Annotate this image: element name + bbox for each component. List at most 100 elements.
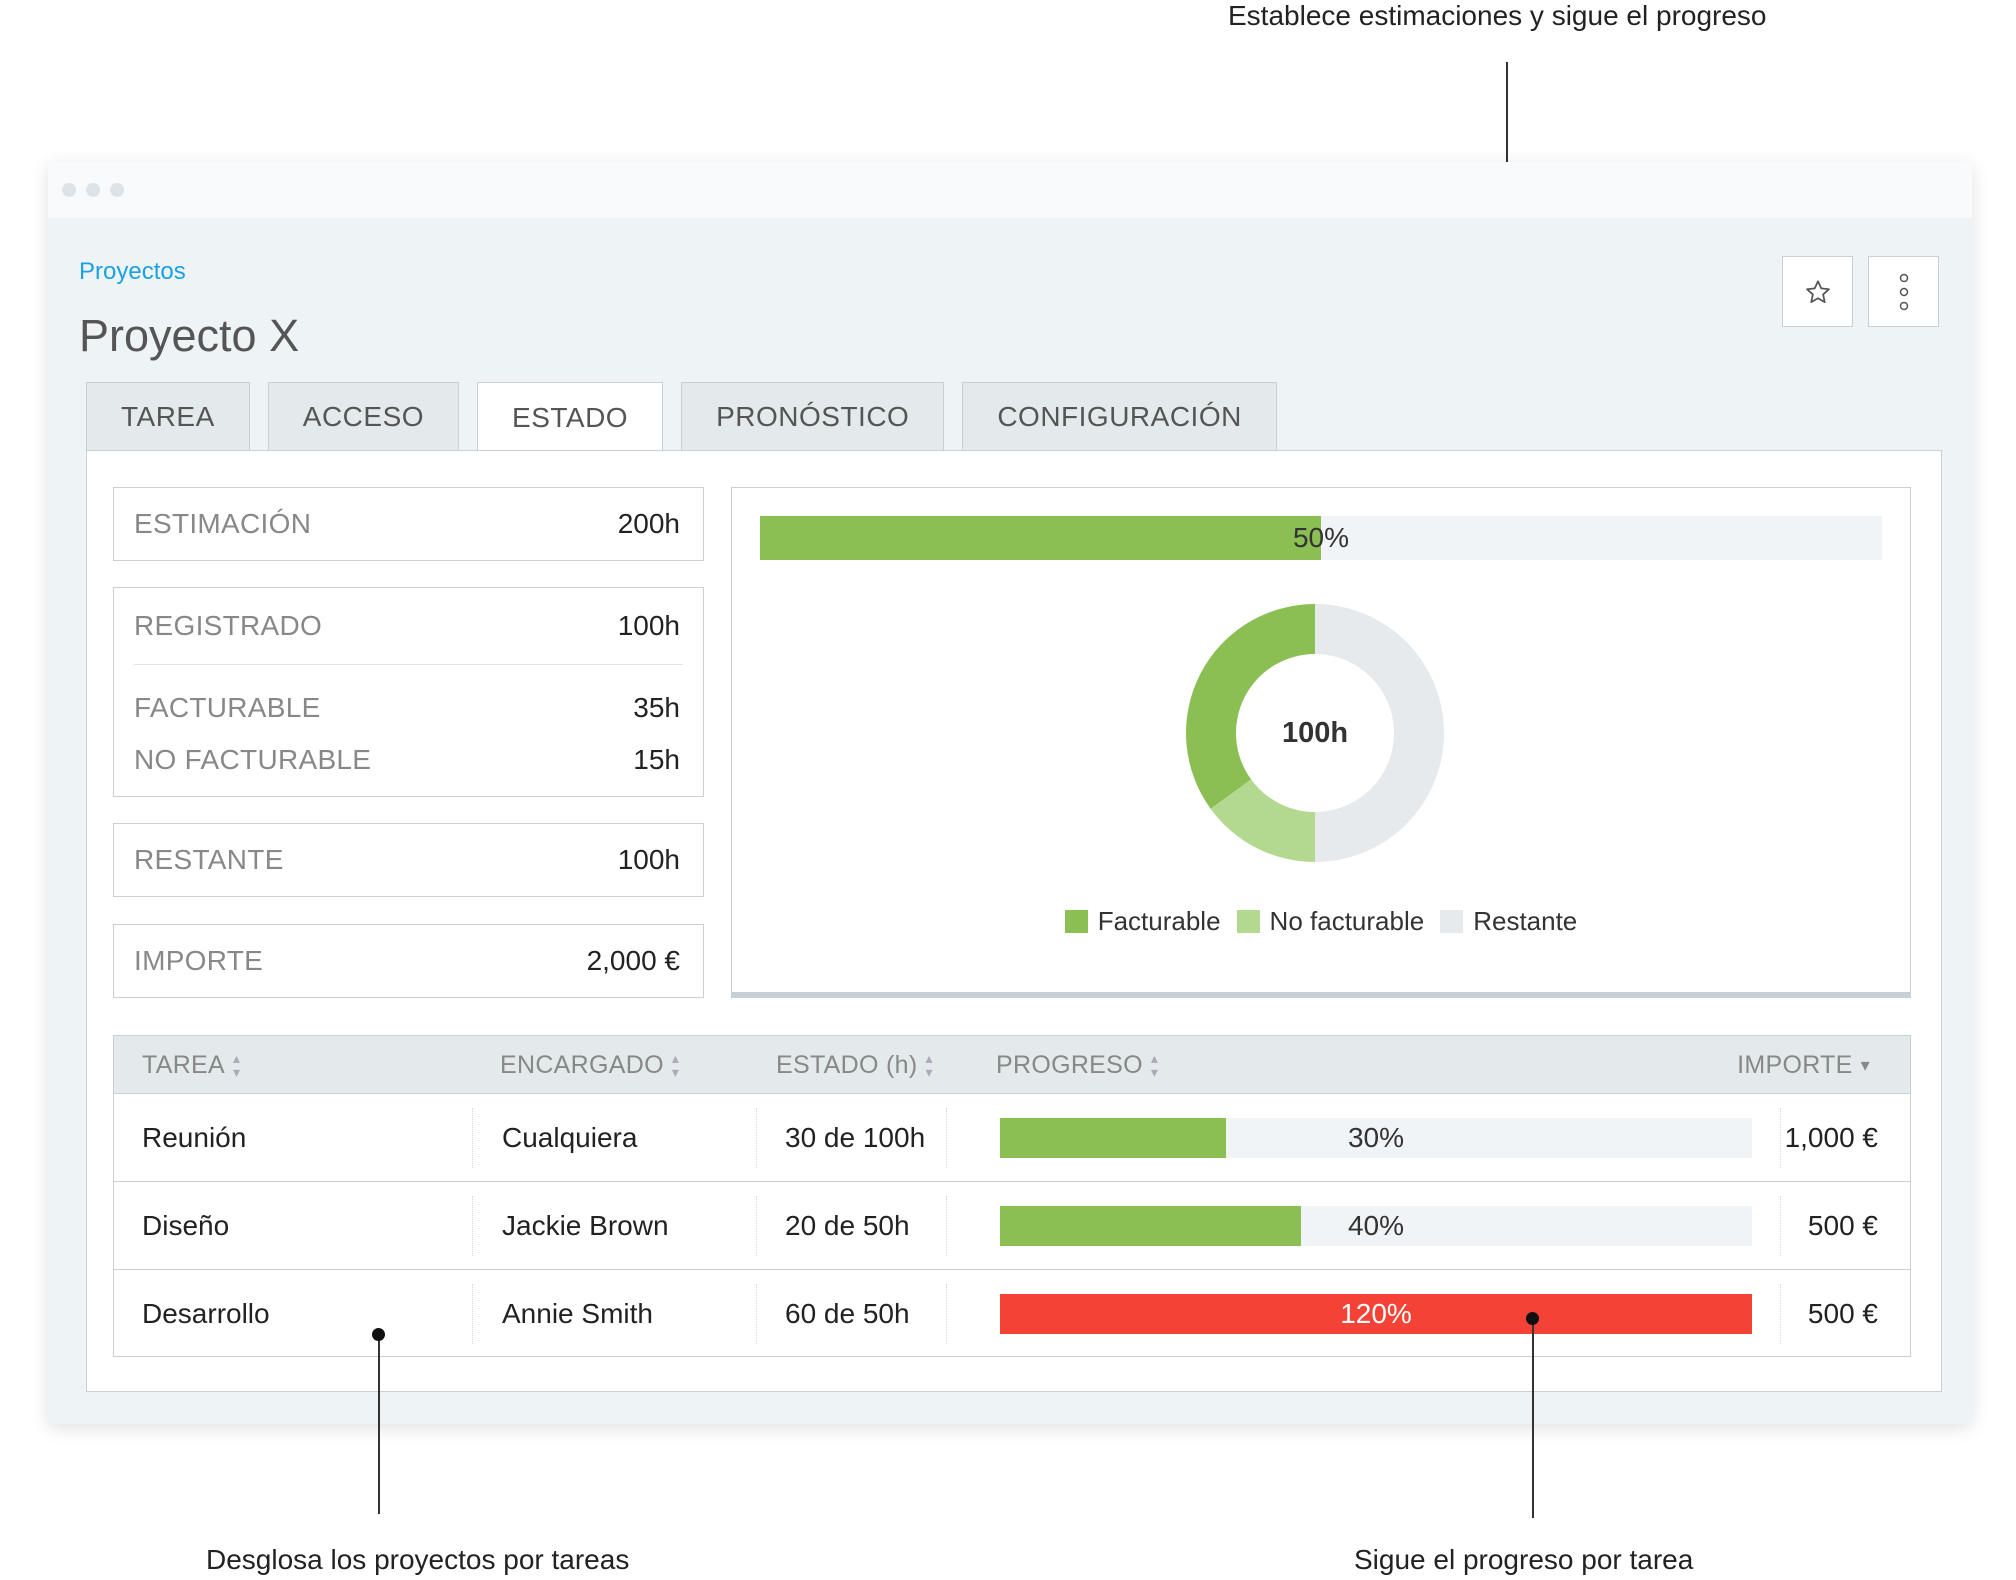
remaining-label: RESTANTE: [134, 843, 284, 875]
tab-status[interactable]: ESTADO: [477, 382, 664, 452]
column-separator: [946, 1196, 947, 1256]
task-progress-label: 40%: [1347, 1210, 1405, 1241]
column-separator: [756, 1196, 757, 1256]
estimate-box: ESTIMACIÓN 200h: [113, 487, 704, 561]
column-header-label: ESTADO (h): [776, 1050, 918, 1079]
overall-progress-label: 50%: [1292, 522, 1350, 553]
remaining-box: RESTANTE 100h: [113, 823, 704, 897]
annotation-bottom-left-dot: [372, 1328, 385, 1341]
donut-svg: [1186, 604, 1444, 862]
tracked-label: REGISTRADO: [134, 610, 323, 641]
column-header-task[interactable]: TAREA ▴ ▾: [142, 1036, 240, 1094]
task-table: TAREA ▴ ▾ ENCARGADO ▴ ▾ ESTADO (h) ▴ ▾ PROG…: [113, 1035, 1911, 1357]
annotation-bottom-right: Sigue el progreso por tarea: [1354, 1544, 1694, 1575]
column-separator: [472, 1108, 473, 1168]
column-header-assignee[interactable]: ENCARGADO ▴ ▾: [500, 1036, 679, 1094]
tab-access[interactable]: ACCESO: [267, 382, 460, 450]
window-titlebar: [48, 162, 1972, 218]
column-separator: [1780, 1108, 1781, 1168]
task-progress-bar: 40%: [1000, 1206, 1752, 1246]
sort-icon: ▴ ▾: [925, 1050, 933, 1080]
legend-swatch: [1440, 910, 1464, 933]
task-assignee: Jackie Brown: [502, 1210, 669, 1241]
task-assignee: Cualquiera: [502, 1122, 638, 1153]
breadcrumb-projects[interactable]: Proyectos: [79, 258, 186, 285]
column-header-amount[interactable]: IMPORTE ▾: [1737, 1036, 1870, 1094]
task-amount: 500 €: [1807, 1298, 1878, 1329]
app-window: Proyectos Proyecto X TAREA ACCESO ESTADO…: [48, 162, 1972, 1424]
task-status: 30 de 100h: [785, 1122, 926, 1153]
task-status: 20 de 50h: [785, 1210, 910, 1241]
table-header: TAREA ▴ ▾ ENCARGADO ▴ ▾ ESTADO (h) ▴ ▾ PROG…: [114, 1036, 1910, 1094]
overall-progress-fill: [760, 516, 1321, 560]
window-dot: [86, 183, 100, 197]
column-header-label: IMPORTE: [1737, 1050, 1853, 1079]
task-progress-label: 30%: [1347, 1122, 1405, 1153]
task-name: Diseño: [142, 1210, 230, 1241]
column-header-progress[interactable]: PROGRESO ▴ ▾: [996, 1036, 1158, 1094]
more-vertical-icon: [1898, 272, 1910, 312]
chart-legend: Facturable No facturable Restante: [732, 906, 1910, 937]
task-name: Desarrollo: [142, 1298, 270, 1329]
tab-forecast[interactable]: PRONÓSTICO: [681, 382, 945, 450]
annotation-bottom-left: Desglosa los proyectos por tareas: [206, 1544, 630, 1575]
hours-donut-chart: 100h: [1184, 602, 1446, 864]
column-separator: [1780, 1196, 1781, 1256]
donut-slice-facturable: [1186, 604, 1315, 809]
task-amount: 500 €: [1807, 1210, 1878, 1241]
star-icon: [1804, 278, 1832, 306]
column-header-label: TAREA: [142, 1050, 225, 1079]
legend-item-billable: Facturable: [1064, 906, 1221, 937]
task-status: 60 de 50h: [785, 1298, 910, 1329]
more-options-button[interactable]: [1868, 256, 1939, 327]
page-title: Proyecto X: [79, 310, 300, 361]
remaining-value: 100h: [617, 843, 680, 875]
legend-item-remaining: Restante: [1440, 906, 1577, 937]
legend-item-non-billable: No facturable: [1236, 906, 1425, 937]
legend-label: No facturable: [1269, 906, 1425, 936]
sort-icon: ▴ ▾: [233, 1050, 241, 1080]
table-row[interactable]: Diseño Jackie Brown 20 de 50h 40% 500 €: [114, 1182, 1910, 1270]
sort-desc-icon: ▾: [1860, 1055, 1870, 1075]
amount-value: 2,000 €: [586, 944, 680, 976]
annotation-bottom-right-line: [1532, 1318, 1534, 1518]
column-separator: [472, 1284, 473, 1344]
sort-icon: ▴ ▾: [671, 1050, 680, 1080]
tab-task[interactable]: TAREA: [86, 382, 250, 450]
estimate-value: 200h: [617, 507, 680, 539]
divider: [134, 664, 683, 665]
window-dot: [62, 183, 76, 197]
annotation-bottom-right-dot: [1526, 1312, 1539, 1325]
task-name: Reunión: [142, 1122, 247, 1153]
legend-swatch: [1236, 910, 1260, 933]
task-progress-fill: [1000, 1118, 1226, 1158]
task-progress-bar: 120%: [1000, 1294, 1752, 1334]
column-header-label: ENCARGADO: [500, 1050, 664, 1079]
column-separator: [1780, 1284, 1781, 1344]
table-row[interactable]: Desarrollo Annie Smith 60 de 50h 120% 50…: [114, 1270, 1910, 1358]
overall-progress-bar: 50%: [760, 516, 1882, 560]
column-separator: [946, 1284, 947, 1344]
tab-bar: TAREA ACCESO ESTADO PRONÓSTICO CONFIGURA…: [86, 382, 1277, 452]
tab-settings[interactable]: CONFIGURACIÓN: [962, 382, 1277, 450]
legend-label: Restante: [1473, 906, 1578, 936]
favorite-button[interactable]: [1782, 256, 1853, 327]
task-progress-label: 120%: [1340, 1298, 1412, 1329]
annotation-top: Establece estimaciones y sigue el progre…: [1228, 0, 1767, 31]
donut-center-label: 100h: [1281, 716, 1349, 749]
task-progress-fill: [1000, 1206, 1301, 1246]
table-row[interactable]: Reunión Cualquiera 30 de 100h 30% 1,000 …: [114, 1094, 1910, 1182]
non-billable-label: NO FACTURABLE: [134, 744, 372, 775]
billable-value: 35h: [633, 692, 680, 723]
task-progress-bar: 30%: [1000, 1118, 1752, 1158]
task-progress-fill: [1000, 1294, 1752, 1334]
amount-label: IMPORTE: [134, 944, 264, 976]
column-header-status[interactable]: ESTADO (h) ▴ ▾: [776, 1036, 933, 1094]
column-separator: [756, 1284, 757, 1344]
donut-slice-restante: [1315, 604, 1444, 862]
column-separator: [756, 1108, 757, 1168]
sort-icon: ▴ ▾: [1150, 1050, 1159, 1080]
tracked-value: 100h: [617, 610, 680, 641]
task-assignee: Annie Smith: [502, 1298, 653, 1329]
legend-swatch: [1064, 910, 1088, 933]
